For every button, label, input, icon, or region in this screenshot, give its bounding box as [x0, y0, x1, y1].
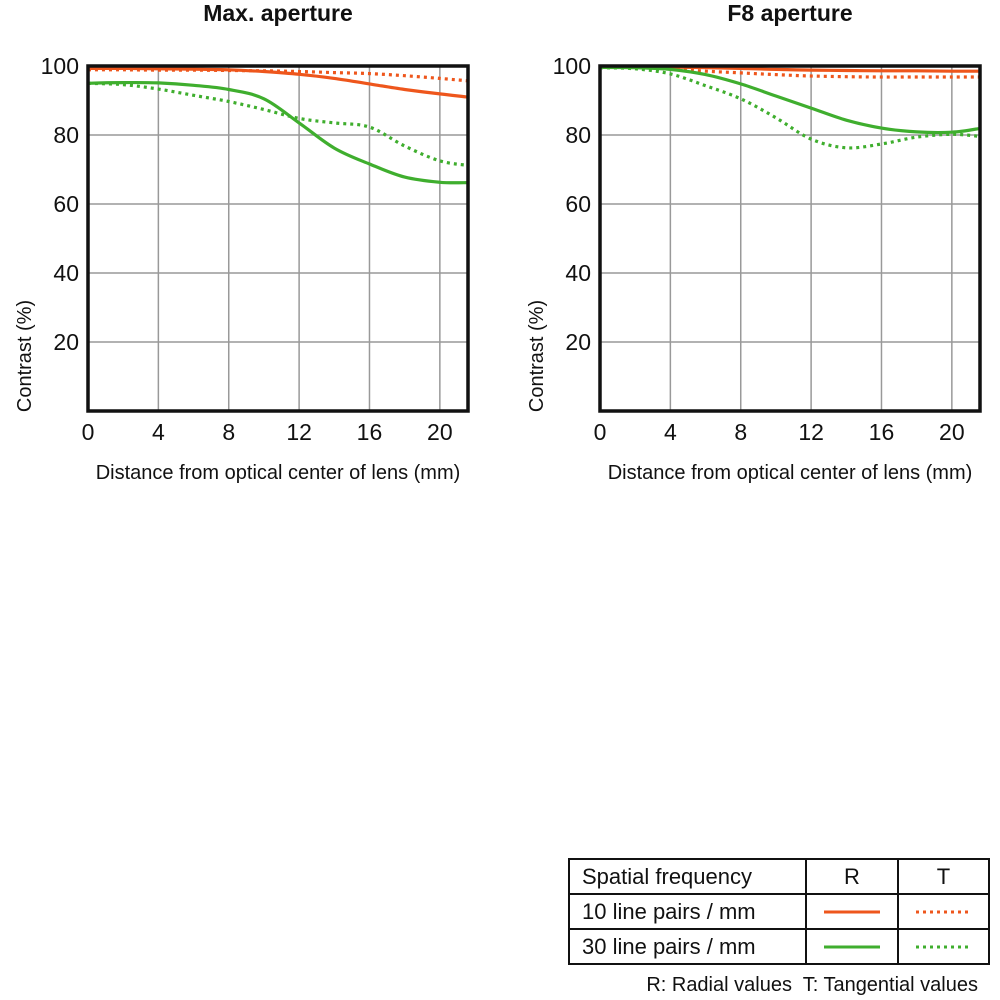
legend-swatch-tangential-line-cell	[897, 928, 990, 965]
legend-header-row: Spatial frequency R T	[568, 858, 990, 895]
legend-header-spatial-frequency: Spatial frequency	[568, 858, 807, 895]
legend-swatch-radial-line	[824, 945, 880, 948]
x-tick-label: 0	[82, 419, 95, 445]
mtf-chart-f8-aperture: F8 aperture 20 40 60 80 100 0 4 8 12 16 20 Distance …	[526, 0, 982, 484]
mtf-curve-30-R	[88, 80, 469, 185]
x-tick-label: 20	[939, 419, 965, 445]
y-tick-label: 100	[41, 53, 79, 79]
x-tick-label: 12	[286, 419, 312, 445]
y-tick-label: 100	[553, 53, 591, 79]
x-tick-label: 4	[152, 419, 165, 445]
legend-swatch-tangential-line	[915, 910, 972, 913]
legend-swatch-radial-line-cell	[805, 893, 899, 930]
x-tick-label: 8	[222, 419, 235, 445]
y-axis-label: Contrast (%)	[14, 300, 36, 412]
y-tick-label: 20	[565, 329, 591, 355]
x-tick-label: 12	[798, 419, 824, 445]
x-axis-label: Distance from optical center of lens (mm…	[608, 462, 973, 484]
mtf-curve-10-R	[88, 66, 469, 99]
y-tick-label: 80	[53, 122, 79, 148]
y-tick-label: 60	[565, 191, 591, 217]
legend-caption: R: Radial values T: Tangential values	[646, 974, 978, 996]
x-tick-label: 8	[734, 419, 747, 445]
y-axis-label: Contrast (%)	[526, 300, 548, 412]
y-tick-label: 60	[53, 191, 79, 217]
chart-title: Max. aperture	[203, 0, 353, 26]
plot-frame	[598, 64, 982, 413]
y-tick-label: 20	[53, 329, 79, 355]
legend-header-radial: R	[805, 858, 899, 895]
legend-row: 30 line pairs / mm	[568, 928, 990, 965]
x-tick-label: 4	[664, 419, 677, 445]
mtf-chart-max-aperture: Max. aperture 20 40 60 80 100 0 4 8 12 16 20 Distanc…	[14, 0, 470, 484]
y-tick-label: 40	[565, 260, 591, 286]
legend-row-label: 10 line pairs / mm	[568, 893, 807, 930]
x-tick-label: 16	[357, 419, 383, 445]
legend-swatch-tangential-line	[915, 945, 972, 948]
legend-swatch-radial-line-cell	[805, 928, 899, 965]
legend-row-label: 30 line pairs / mm	[568, 928, 807, 965]
legend-table: Spatial frequency R T 10 line pairs / mm…	[568, 858, 990, 965]
y-tick-label: 80	[565, 122, 591, 148]
legend-row: 10 line pairs / mm	[568, 893, 990, 930]
mtf-curve-30-T	[88, 81, 469, 167]
legend-swatch-radial-line	[824, 910, 880, 913]
x-axis-label: Distance from optical center of lens (mm…	[96, 462, 461, 484]
legend-swatch-tangential-line-cell	[897, 893, 990, 930]
x-tick-label: 20	[427, 419, 453, 445]
legend-header-tangential: T	[897, 858, 990, 895]
mtf-curve-30-R	[600, 65, 981, 135]
mtf-curve-10-T	[88, 68, 469, 83]
chart-title: F8 aperture	[727, 0, 852, 26]
x-tick-label: 16	[869, 419, 895, 445]
mtf-curve-30-T	[600, 66, 981, 150]
y-tick-label: 40	[53, 260, 79, 286]
x-tick-label: 0	[594, 419, 607, 445]
plot-frame	[86, 64, 470, 413]
